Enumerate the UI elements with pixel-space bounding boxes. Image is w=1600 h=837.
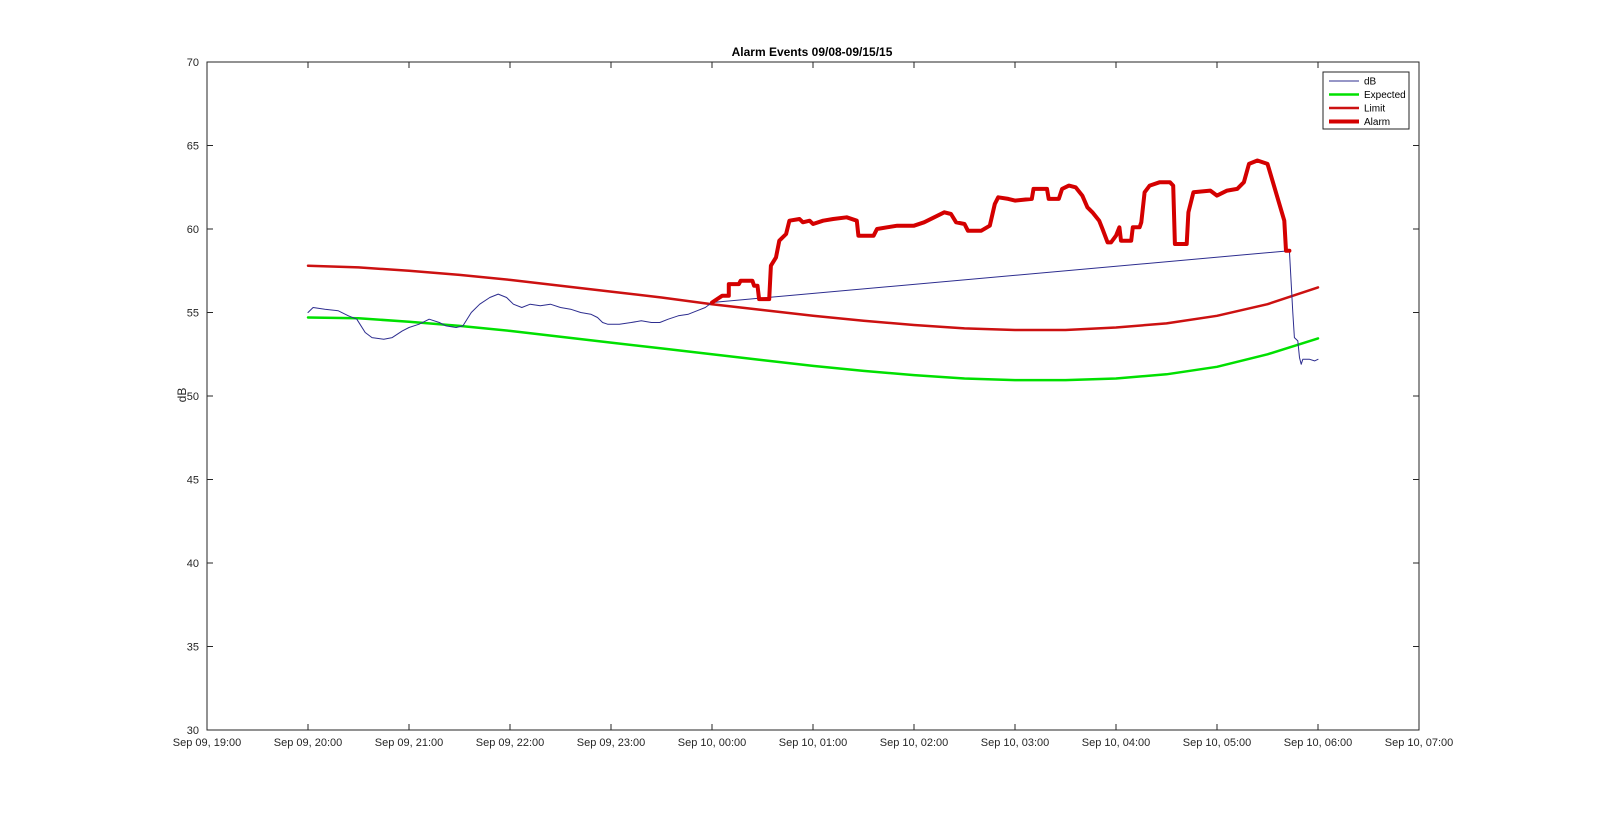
- y-tick-label: 65: [187, 141, 199, 153]
- y-tick-label: 40: [187, 558, 199, 570]
- series-layer: [306, 158, 1320, 382]
- y-axis-label: dB: [175, 388, 189, 403]
- x-tick-label: Sep 10, 00:00: [678, 737, 747, 749]
- x-tick-label: Sep 10, 07:00: [1385, 737, 1454, 749]
- y-tick-label: 60: [187, 224, 199, 236]
- x-tick-label: Sep 09, 23:00: [577, 737, 646, 749]
- x-tick-label: Sep 09, 22:00: [476, 737, 545, 749]
- plot-area: [207, 62, 1419, 730]
- series-line-db: [307, 250, 1319, 365]
- x-tick-label: Sep 09, 19:00: [173, 737, 242, 749]
- legend-label-alarm: Alarm: [1364, 117, 1390, 128]
- legend-label-db: dB: [1364, 77, 1377, 88]
- y-tick-label: 30: [187, 725, 199, 737]
- x-tick-label: Sep 09, 20:00: [274, 737, 343, 749]
- y-tick-label: 35: [187, 642, 199, 654]
- y-tick-label: 70: [187, 57, 199, 69]
- y-tick-label: 50: [187, 391, 199, 403]
- series-line-limit: [306, 264, 1320, 332]
- legend-label-limit: Limit: [1364, 104, 1385, 115]
- chart-title: Alarm Events 09/08-09/15/15: [732, 45, 893, 59]
- x-tick-label: Sep 10, 04:00: [1082, 737, 1151, 749]
- plot-frame: [206, 61, 1420, 731]
- x-tick-label: Sep 10, 02:00: [880, 737, 949, 749]
- series-line-expected: [306, 316, 1320, 382]
- legend: dB Expected Limit Alarm: [1322, 71, 1410, 130]
- x-tick-label: Sep 10, 01:00: [779, 737, 848, 749]
- x-tick-label: Sep 10, 03:00: [981, 737, 1050, 749]
- series-line-alarm: [710, 158, 1292, 305]
- ticks-layer: Sep 09, 19:00 Sep 09, 20:00 Sep 09, 21:00 S…: [173, 57, 1454, 749]
- x-tick-label: Sep 10, 05:00: [1183, 737, 1252, 749]
- legend-label-expected: Expected: [1364, 90, 1406, 101]
- x-tick-label: Sep 10, 06:00: [1284, 737, 1353, 749]
- y-tick-label: 55: [187, 308, 199, 320]
- y-tick-label: 45: [187, 475, 199, 487]
- x-tick-label: Sep 09, 21:00: [375, 737, 444, 749]
